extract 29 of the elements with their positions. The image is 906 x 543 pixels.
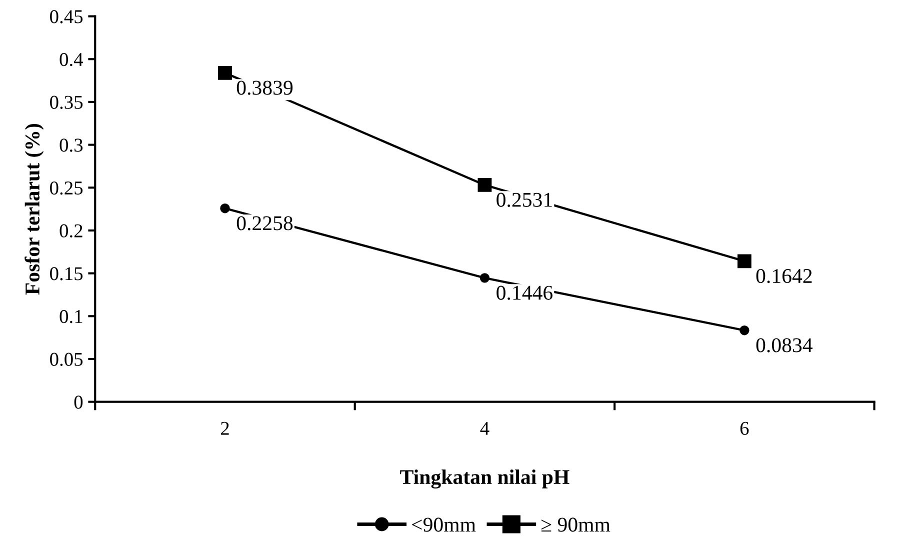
- y-tick-label: 0.05: [50, 352, 83, 366]
- x-axis-title: Tingkatan nilai pH: [400, 469, 570, 489]
- y-axis-title: Fosfor terlarut (%): [24, 124, 44, 295]
- data-label: 0.3839: [236, 80, 293, 95]
- y-tick-label: 0.4: [60, 52, 84, 66]
- y-tick-label: 0.1: [60, 310, 82, 324]
- y-tick-label: 0.3: [60, 138, 83, 152]
- x-tick-label: 2: [220, 422, 229, 435]
- x-tick-label: 4: [480, 422, 490, 435]
- point: [220, 204, 230, 214]
- legend-label: <90mm: [412, 518, 476, 532]
- x-tick-label: 6: [740, 422, 749, 435]
- data-label: 0.1642: [756, 268, 812, 284]
- data-label: 0.2531: [496, 192, 552, 207]
- point: [478, 178, 492, 192]
- y-tick-label: 0.35: [50, 96, 83, 109]
- y-tick-label: 0.25: [50, 181, 83, 195]
- y-tick-label: 0: [74, 396, 83, 409]
- point: [218, 66, 232, 80]
- data-label: 0.0834: [756, 338, 813, 352]
- point: [737, 254, 752, 268]
- point: [480, 273, 490, 283]
- y-tick-label: 0.15: [50, 267, 83, 280]
- legend-label: ≥ 90mm: [541, 518, 610, 532]
- point: [740, 326, 750, 336]
- y-tick-label: 0.2: [60, 224, 82, 238]
- data-label: 0.1446: [496, 286, 552, 300]
- data-label: 0.2258: [236, 216, 293, 230]
- y-tick-label: 0.45: [50, 10, 83, 24]
